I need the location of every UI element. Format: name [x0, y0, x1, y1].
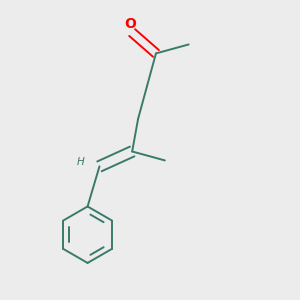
Text: H: H	[76, 157, 84, 167]
Text: O: O	[125, 17, 136, 31]
